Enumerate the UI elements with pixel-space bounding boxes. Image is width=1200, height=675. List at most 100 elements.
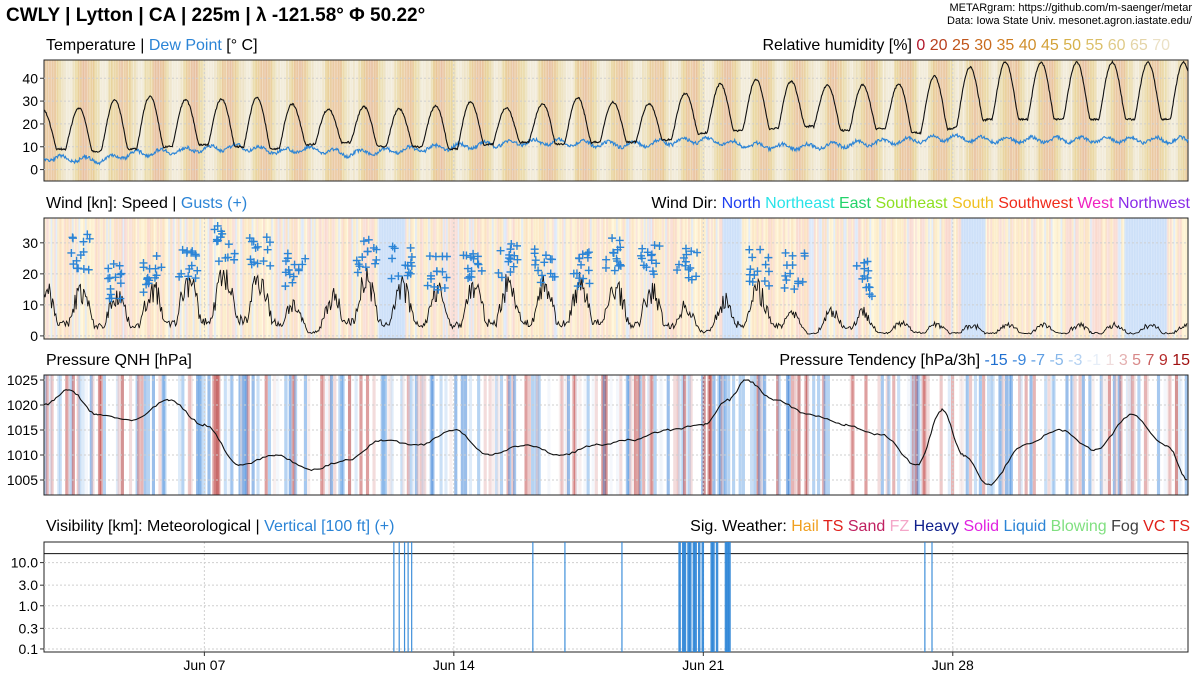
humidity-stripe — [285, 60, 289, 181]
pressure-tendency-stripe — [1050, 375, 1054, 495]
wind-direction-stripe — [841, 218, 844, 339]
wind-direction-stripe — [594, 218, 597, 339]
humidity-stripe — [723, 60, 727, 181]
humidity-stripe — [382, 60, 385, 181]
wind-direction-stripe — [99, 218, 102, 339]
wind-direction-stripe — [367, 218, 370, 339]
humidity-stripe — [576, 60, 580, 181]
gust-marker — [387, 274, 396, 283]
wind-direction-stripe — [1098, 218, 1101, 339]
humidity-stripe — [174, 60, 177, 181]
humidity-stripe — [985, 60, 988, 181]
wind-direction-stripe — [972, 218, 975, 339]
wind-direction-stripe — [589, 218, 593, 339]
wind-direction-stripe — [947, 218, 950, 339]
humidity-stripe — [410, 60, 413, 181]
pressure-tendency-stripe — [616, 375, 620, 495]
wind-direction-stripe — [132, 218, 135, 339]
humidity-legend-item-3: 30 — [969, 37, 992, 54]
pressure-tendency-stripe — [913, 375, 917, 495]
pressure-tendency-stripe — [758, 375, 762, 495]
humidity-stripe — [403, 60, 406, 181]
wind-direction-stripe — [548, 218, 552, 339]
pressure-tendency-stripe — [81, 375, 85, 495]
wind-direction-stripe — [1119, 218, 1122, 339]
humidity-stripe — [276, 60, 279, 181]
humidity-stripe — [578, 60, 581, 181]
pressure-tendency-stripe — [292, 375, 296, 495]
wind-direction-stripe — [710, 218, 714, 339]
wind-direction-stripe — [241, 218, 244, 339]
wind-direction-stripe — [890, 218, 893, 339]
wind-direction-stripe — [364, 218, 367, 339]
humidity-stripe — [772, 60, 776, 181]
humidity-stripe — [112, 60, 115, 181]
wind-direction-stripe — [460, 218, 463, 339]
pressure-tendency-stripe — [601, 375, 605, 495]
humidity-stripe — [805, 60, 808, 181]
humidity-stripe — [148, 60, 151, 181]
humidity-stripe — [581, 60, 584, 181]
humidity-stripe — [558, 60, 562, 181]
humidity-stripe — [1101, 60, 1104, 181]
gust-marker — [862, 283, 871, 292]
wind-direction-stripe — [480, 218, 483, 339]
wind-direction-stripe — [227, 218, 230, 339]
humidity-stripe — [717, 60, 720, 181]
wind-direction-stripe — [669, 218, 673, 339]
humidity-stripe — [135, 60, 138, 181]
pressure-tendency-stripe — [223, 375, 227, 495]
humidity-stripe — [280, 60, 284, 181]
humidity-stripe — [1179, 60, 1183, 181]
humidity-stripe — [1085, 60, 1088, 181]
wind-direction-stripe — [1076, 218, 1080, 339]
gust-marker — [83, 230, 92, 239]
wind-direction-stripe — [700, 218, 704, 339]
pressure-tendency-stripe — [910, 375, 914, 495]
wind-direction-stripe — [653, 218, 656, 339]
humidity-stripe — [205, 60, 209, 181]
pressure-tendency-stripe — [245, 375, 249, 495]
wind-direction-stripe — [642, 218, 645, 339]
wind-direction-stripe — [792, 218, 795, 339]
sig-weather-legend-item-10: TS — [1165, 518, 1190, 535]
gust-marker — [359, 237, 368, 246]
wind-direction-stripe — [302, 218, 305, 339]
humidity-stripe — [879, 60, 882, 181]
wind-direction-stripe — [315, 218, 318, 339]
wind-direction-legend-item-1: Northeast — [760, 195, 835, 212]
humidity-stripe — [1143, 60, 1147, 181]
humidity-stripe — [929, 60, 933, 181]
humidity-stripe — [481, 60, 485, 181]
pressure-tendency-stripe — [982, 375, 986, 495]
humidity-stripe — [341, 60, 344, 181]
humidity-stripe — [880, 60, 883, 181]
pressure-tendency-stripe — [1179, 375, 1183, 495]
wind-direction-stripe — [808, 218, 812, 339]
humidity-stripe — [387, 60, 390, 181]
humidity-stripe — [184, 60, 187, 181]
wind-direction-stripe — [318, 218, 321, 339]
wind-direction-stripe — [166, 218, 169, 339]
humidity-stripe — [838, 60, 841, 181]
sig-weather-legend-item-2: Sand — [843, 518, 886, 535]
wind-direction-stripe — [372, 218, 375, 339]
wind-direction-stripe — [336, 218, 339, 339]
wind-direction-stripe — [921, 218, 924, 339]
sig-weather-legend-label: Sig. Weather: — [690, 518, 787, 535]
humidity-stripe — [1060, 60, 1063, 181]
wind-direction-stripe — [787, 218, 790, 339]
wind-direction-stripe — [1166, 218, 1169, 339]
humidity-stripe — [187, 60, 191, 181]
wind-direction-stripe — [918, 218, 921, 339]
humidity-stripe — [952, 60, 955, 181]
wind-direction-stripe — [269, 218, 272, 339]
pressure-tendency-stripe — [1018, 375, 1022, 495]
humidity-stripe — [379, 60, 382, 181]
humidity-stripe — [251, 60, 254, 181]
wind-direction-stripe — [936, 218, 939, 339]
pressure-tendency-stripe — [477, 375, 481, 495]
humidity-stripe — [969, 60, 972, 181]
wind-direction-stripe — [202, 218, 205, 339]
wind-direction-stripe — [534, 218, 537, 339]
